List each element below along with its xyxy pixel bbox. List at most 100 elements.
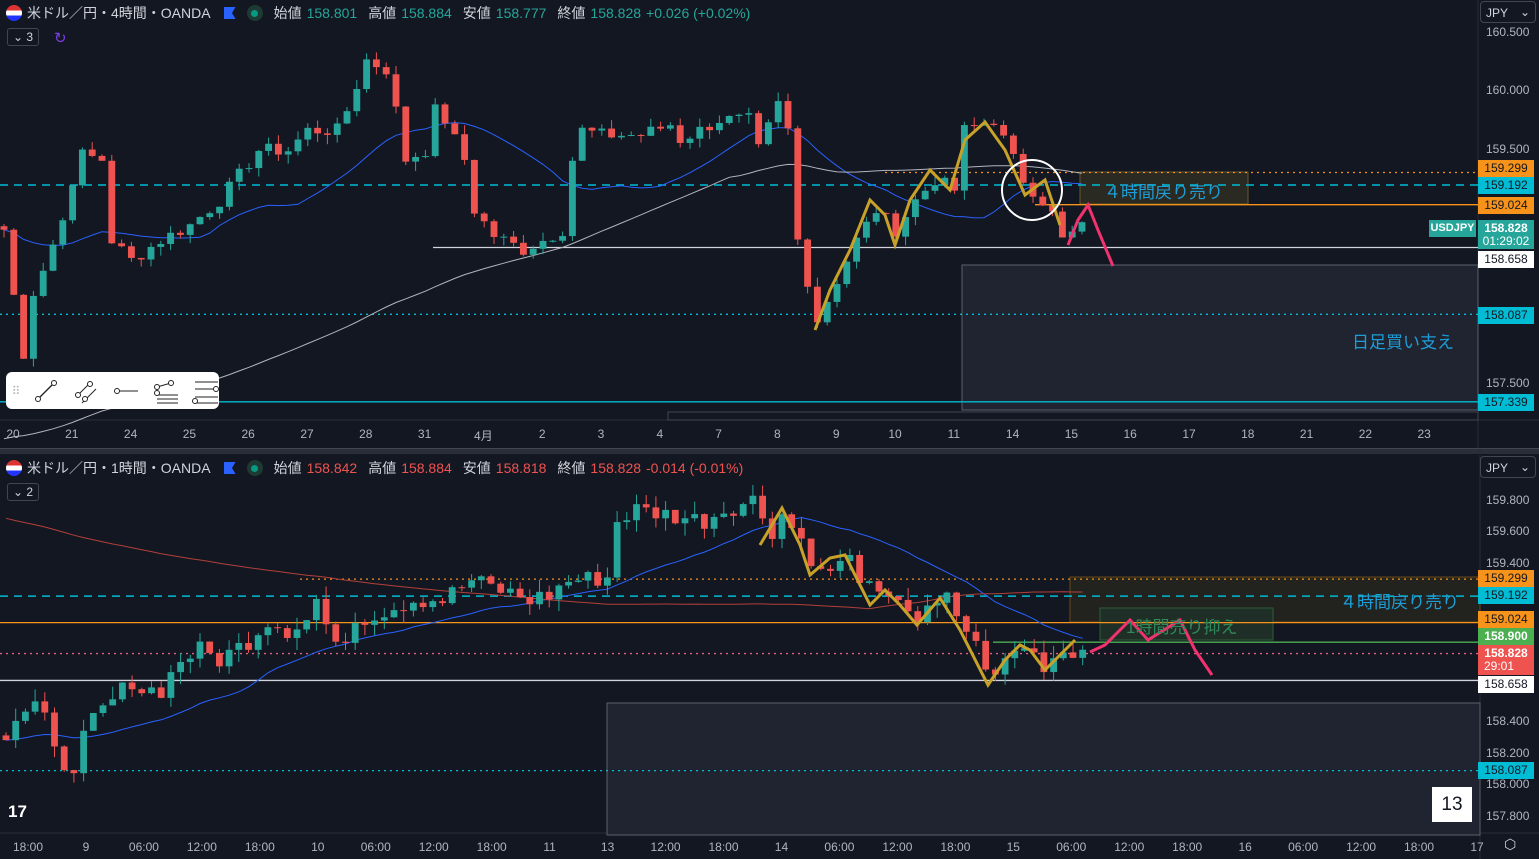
candle[interactable] <box>652 496 660 528</box>
candle[interactable] <box>109 686 117 706</box>
candle[interactable] <box>794 125 802 245</box>
candle[interactable] <box>574 574 582 583</box>
candle[interactable] <box>710 513 718 538</box>
ma-slow-line[interactable] <box>5 517 1083 610</box>
candle[interactable] <box>216 206 224 219</box>
candle[interactable] <box>657 121 665 132</box>
parallel-channel-tool-icon[interactable] <box>72 377 100 405</box>
candle[interactable] <box>990 119 998 127</box>
currency-select[interactable]: JPY ⌄ <box>1480 1 1536 23</box>
candle[interactable] <box>715 115 723 135</box>
candle[interactable] <box>39 262 47 298</box>
candle[interactable] <box>431 98 439 158</box>
indicators-toggle[interactable]: ⌄ 3 <box>7 28 40 46</box>
currency-select[interactable]: JPY ⌄ <box>1480 456 1536 478</box>
candle[interactable] <box>294 131 302 156</box>
candle[interactable] <box>745 107 753 124</box>
candle[interactable] <box>510 231 518 247</box>
candle[interactable] <box>696 118 704 148</box>
candle[interactable] <box>225 640 233 674</box>
candle[interactable] <box>662 500 669 531</box>
candle[interactable] <box>410 601 417 617</box>
candle[interactable] <box>51 707 58 758</box>
candle[interactable] <box>1009 133 1017 159</box>
candle[interactable] <box>970 117 978 132</box>
candle[interactable] <box>559 231 567 244</box>
candle[interactable] <box>1079 645 1087 666</box>
candle[interactable] <box>490 219 498 244</box>
candle[interactable] <box>41 692 49 721</box>
candle[interactable] <box>342 632 349 650</box>
candle[interactable] <box>80 719 87 782</box>
candle[interactable] <box>875 578 883 597</box>
flag-icon[interactable] <box>223 462 236 474</box>
candle[interactable] <box>568 156 576 241</box>
candle[interactable] <box>206 211 214 220</box>
candle[interactable] <box>953 591 960 622</box>
candle[interactable] <box>549 239 557 243</box>
candle[interactable] <box>691 501 699 522</box>
candle[interactable] <box>22 708 29 724</box>
candle[interactable] <box>856 550 863 587</box>
candle[interactable] <box>20 294 28 359</box>
candle[interactable] <box>608 120 616 139</box>
symbol-title[interactable]: 米ドル／円・1時間・OANDA <box>27 460 211 476</box>
candle[interactable] <box>390 602 398 618</box>
candle[interactable] <box>1040 640 1048 681</box>
candle[interactable] <box>681 510 689 536</box>
candle[interactable] <box>725 115 733 125</box>
candle[interactable] <box>343 107 351 125</box>
candle[interactable] <box>526 589 534 615</box>
candle[interactable] <box>264 623 272 646</box>
horizontal-ray-tool-icon[interactable] <box>112 377 140 405</box>
candle[interactable] <box>759 485 766 525</box>
candle[interactable] <box>735 113 743 123</box>
candle[interactable] <box>507 581 514 597</box>
candle[interactable] <box>933 600 941 618</box>
candle[interactable] <box>448 585 456 605</box>
candle[interactable] <box>686 136 694 149</box>
candle[interactable] <box>225 177 233 211</box>
candle[interactable] <box>274 622 281 634</box>
candle[interactable] <box>392 66 400 114</box>
candle[interactable] <box>332 621 340 647</box>
candle[interactable] <box>128 675 136 697</box>
daily-support-zone[interactable] <box>606 702 1481 836</box>
candle[interactable] <box>429 599 437 612</box>
candle[interactable] <box>108 154 116 245</box>
candle[interactable] <box>1000 120 1008 139</box>
candle[interactable] <box>10 228 18 296</box>
daily-support-zone[interactable] <box>961 264 1479 411</box>
candle[interactable] <box>768 511 776 548</box>
candle[interactable] <box>594 563 602 589</box>
candle[interactable] <box>157 681 165 699</box>
symbol-title[interactable]: 米ドル／円・4時間・OANDA <box>27 5 211 21</box>
candle[interactable] <box>419 597 427 612</box>
tradingview-logo[interactable]: 17 <box>8 802 27 821</box>
candle[interactable] <box>138 687 146 697</box>
candle[interactable] <box>254 632 262 659</box>
chart-pane-1h[interactable]: 米ドル／円・1時間・OANDA 始値 158.842 高値 158.884 安値 15… <box>0 455 1539 859</box>
candle[interactable] <box>255 149 263 177</box>
candle[interactable] <box>519 235 527 257</box>
candle[interactable] <box>176 230 184 239</box>
candle[interactable] <box>31 689 39 715</box>
candle[interactable] <box>60 745 68 772</box>
candle[interactable] <box>421 149 429 159</box>
candle[interactable] <box>235 163 243 191</box>
candle[interactable] <box>441 102 449 129</box>
candle[interactable] <box>477 575 485 589</box>
candle[interactable] <box>962 614 970 640</box>
candle[interactable] <box>536 579 543 610</box>
candle[interactable] <box>177 653 184 685</box>
candle[interactable] <box>671 509 679 525</box>
refresh-icon[interactable]: ↻ <box>54 30 67 47</box>
candle[interactable] <box>627 131 635 137</box>
candle[interactable] <box>1078 221 1086 235</box>
candle[interactable] <box>293 617 301 650</box>
candle[interactable] <box>904 587 912 616</box>
drag-handle-icon[interactable]: ⠿ <box>11 383 21 398</box>
candle[interactable] <box>380 607 388 630</box>
candle[interactable] <box>555 583 563 611</box>
settings-icon[interactable]: ⬡ <box>1504 836 1517 852</box>
